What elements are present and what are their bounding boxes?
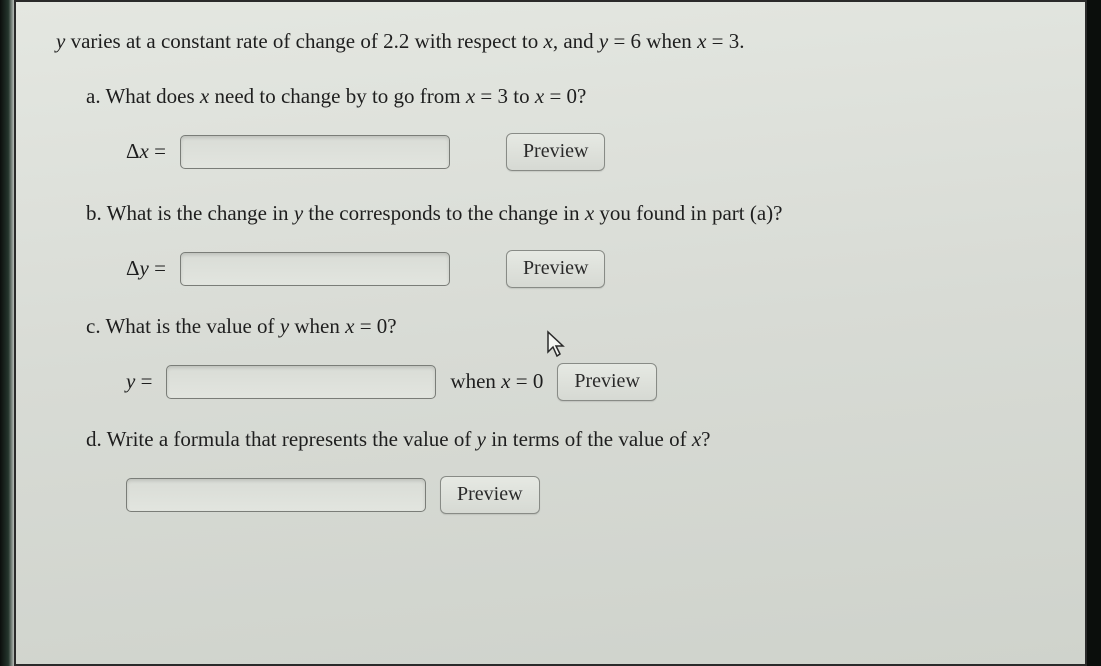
part-d: d. Write a formula that represents the v…	[86, 427, 1045, 514]
part-a-prompt: a. What does x need to change by to go f…	[86, 84, 1045, 109]
delta-y-input[interactable]	[180, 252, 450, 286]
part-c-prompt: c. What is the value of y when x = 0?	[86, 314, 1045, 339]
part-d-answer-row: Preview	[126, 476, 1045, 514]
screen-edge-right	[1087, 0, 1101, 666]
part-b: b. What is the change in y the correspon…	[86, 201, 1045, 288]
part-a-answer-row: Δx = Preview	[126, 133, 1045, 171]
part-b-prompt: b. What is the change in y the correspon…	[86, 201, 1045, 226]
when-x-0-label: when x = 0	[450, 369, 543, 394]
preview-button-a[interactable]: Preview	[506, 133, 606, 171]
y-input[interactable]	[166, 365, 436, 399]
problem-intro: y varies at a constant rate of change of…	[56, 26, 1045, 58]
problem-frame: y varies at a constant rate of change of…	[14, 0, 1087, 666]
part-b-answer-row: Δy = Preview	[126, 250, 1045, 288]
preview-button-b[interactable]: Preview	[506, 250, 606, 288]
part-d-prompt: d. Write a formula that represents the v…	[86, 427, 1045, 452]
preview-button-d[interactable]: Preview	[440, 476, 540, 514]
delta-x-label: Δx =	[126, 139, 166, 164]
part-c: c. What is the value of y when x = 0? y …	[86, 314, 1045, 401]
part-a: a. What does x need to change by to go f…	[86, 84, 1045, 171]
preview-button-c[interactable]: Preview	[557, 363, 657, 401]
y-label: y =	[126, 369, 152, 394]
screen-edge-left	[0, 0, 14, 666]
delta-x-input[interactable]	[180, 135, 450, 169]
delta-y-label: Δy =	[126, 256, 166, 281]
part-c-answer-row: y = when x = 0 Preview	[126, 363, 1045, 401]
formula-input[interactable]	[126, 478, 426, 512]
